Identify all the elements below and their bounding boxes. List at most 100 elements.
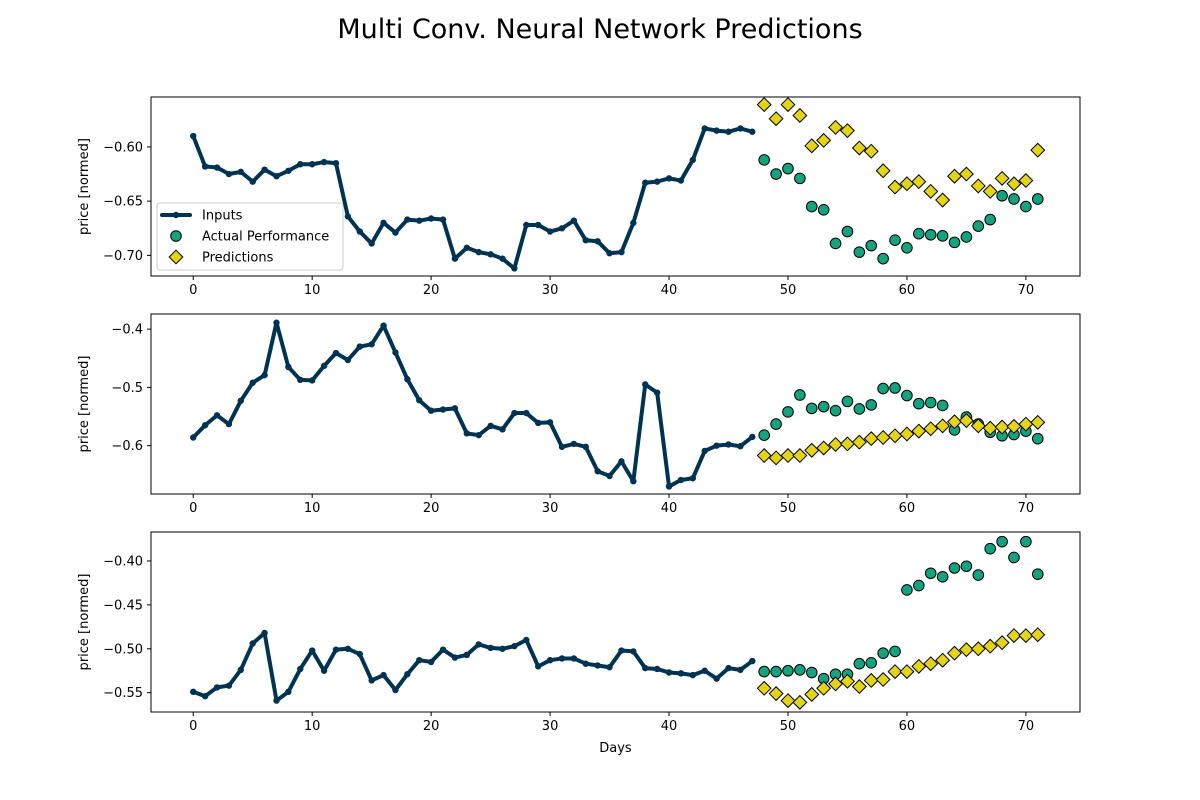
inputs-point — [737, 125, 744, 132]
legend-label: Inputs — [202, 209, 243, 224]
prediction-point — [970, 178, 986, 194]
prediction-point — [839, 436, 855, 452]
prediction-point — [792, 694, 808, 710]
inputs-point — [558, 443, 566, 451]
legend: Inputs Actual Performance Predictions — [156, 202, 344, 271]
prediction-point — [839, 673, 855, 689]
actual-point — [913, 579, 925, 592]
prediction-point — [887, 664, 903, 680]
inputs-point — [546, 656, 554, 664]
actual-point — [841, 395, 854, 408]
inputs-point — [285, 688, 292, 696]
prediction-point — [982, 183, 998, 199]
inputs-point — [356, 650, 363, 658]
inputs-point — [308, 377, 316, 384]
y-axis-label: price [normed] — [77, 138, 92, 235]
inputs-point — [249, 379, 256, 386]
x-tick-label: 40 — [661, 501, 678, 516]
inputs-point — [213, 684, 221, 691]
actual-point — [960, 231, 973, 243]
prediction-point — [1018, 173, 1034, 189]
prediction-point — [1006, 176, 1022, 192]
prediction-point — [982, 420, 998, 436]
x-tick-label: 60 — [899, 501, 916, 516]
x-tick-label: 20 — [423, 283, 440, 298]
inputs-point — [689, 156, 697, 164]
inputs-point — [523, 409, 530, 417]
inputs-point — [570, 440, 578, 448]
actual-point — [794, 664, 806, 676]
inputs-point — [475, 431, 482, 439]
y-tick-label: −0.50 — [103, 642, 143, 657]
inputs-point — [308, 161, 316, 168]
inputs-point — [499, 645, 506, 652]
inputs-point — [713, 442, 720, 449]
actual-point — [805, 200, 818, 213]
inputs-point — [261, 166, 268, 173]
prediction-point — [899, 664, 915, 680]
inputs-point — [523, 636, 530, 644]
inputs-point — [392, 349, 399, 356]
prediction-point — [839, 123, 855, 139]
inputs-point — [689, 475, 697, 482]
inputs-point — [665, 669, 673, 676]
inputs-point — [677, 177, 685, 184]
inputs-point — [475, 248, 482, 256]
inputs-point — [392, 686, 399, 694]
inputs-point — [689, 671, 697, 679]
actual-point — [948, 562, 961, 574]
x-tick-label: 30 — [542, 719, 559, 734]
inputs-point — [249, 178, 256, 185]
x-tick-label: 60 — [899, 283, 916, 298]
inputs-point — [332, 349, 340, 357]
inputs-point — [499, 255, 506, 262]
prediction-point — [875, 163, 891, 179]
actual-point — [805, 666, 818, 679]
legend-label: Actual Performance — [202, 230, 329, 245]
prediction-point — [804, 442, 820, 458]
x-tick-label: 50 — [780, 283, 797, 298]
actual-point — [853, 657, 866, 670]
inputs-point — [594, 238, 601, 245]
inputs-point — [749, 128, 756, 135]
x-tick-label: 0 — [189, 719, 197, 734]
actual-point — [877, 382, 889, 395]
inputs-point — [380, 671, 387, 679]
actual-point — [924, 567, 937, 580]
y-tick-label: −0.65 — [103, 195, 143, 210]
inputs-point — [451, 255, 459, 262]
actual-point — [758, 665, 770, 678]
inputs-point — [213, 164, 221, 171]
actual-point — [936, 570, 949, 583]
prediction-point — [1030, 414, 1046, 430]
prediction-point — [911, 174, 927, 190]
x-tick-label: 30 — [542, 283, 559, 298]
y-tick-label: −0.60 — [103, 140, 143, 155]
prediction-point — [756, 97, 772, 113]
prediction-point — [911, 423, 927, 439]
actual-point — [758, 429, 770, 441]
x-tick-label: 40 — [661, 719, 678, 734]
inputs-point — [285, 167, 292, 174]
actual-point — [770, 418, 782, 430]
y-tick-label: −0.55 — [103, 686, 143, 701]
actual-point — [877, 252, 889, 265]
actual-point — [913, 227, 925, 240]
prediction-point — [780, 97, 796, 113]
prediction-point — [923, 656, 939, 672]
x-tick-label: 0 — [189, 283, 197, 298]
prediction-point — [768, 686, 784, 702]
inputs-point — [642, 664, 649, 672]
inputs-point — [237, 666, 245, 674]
actual-point — [1020, 535, 1032, 548]
inputs-point — [677, 670, 685, 677]
actual-point — [984, 542, 996, 555]
inputs-point — [249, 640, 256, 647]
prediction-point — [780, 448, 796, 464]
inputs-point — [404, 376, 411, 383]
inputs-point — [582, 443, 589, 451]
inputs-point — [332, 159, 340, 167]
inputs-point — [344, 213, 352, 220]
actual-point — [841, 225, 854, 238]
actual-point — [972, 220, 985, 232]
